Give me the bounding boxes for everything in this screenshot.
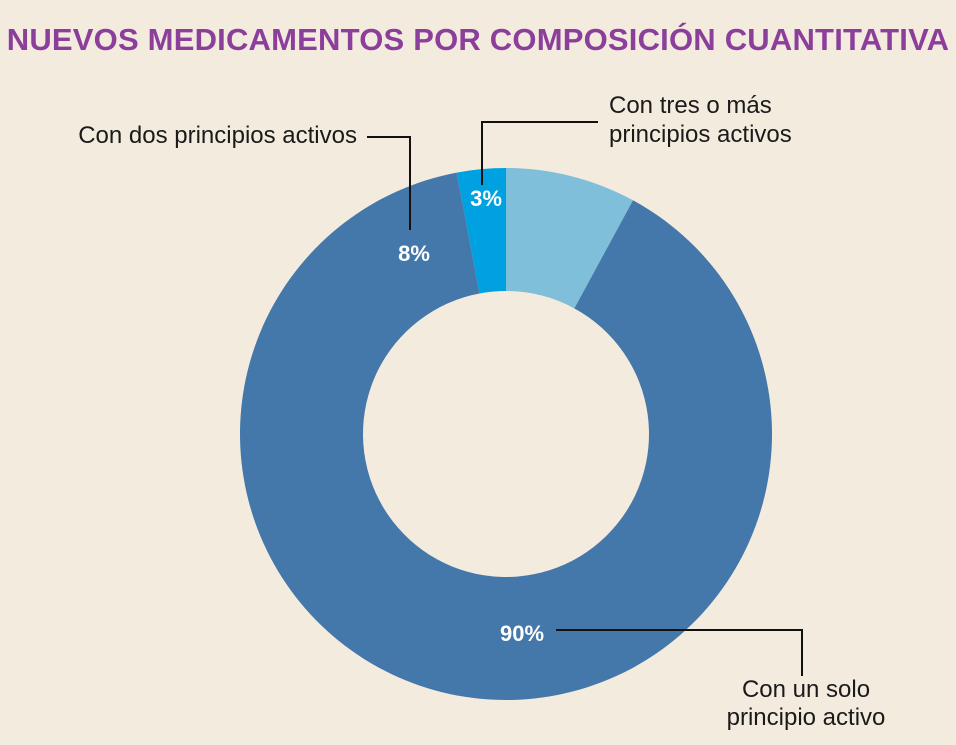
donut-slices (240, 168, 772, 700)
slice-0 (456, 168, 506, 294)
category-label-1: Con un solo principio activo (727, 676, 886, 731)
category-label-line: Con un solo (742, 676, 870, 703)
category-label-line: Con tres o más (609, 92, 772, 119)
leader-lines (367, 121, 803, 676)
pct-label-0: 3% (470, 186, 502, 211)
leader-line-0 (481, 121, 598, 185)
category-label-2: Con dos principios activos (78, 122, 357, 149)
pct-label-2: 8% (398, 241, 430, 266)
chart-title: NUEVOS MEDICAMENTOS POR COMPOSICIÓN CUAN… (7, 21, 950, 57)
category-label-line: principios activos (609, 121, 792, 148)
category-label-0: Con tres o más principios activos (609, 92, 792, 148)
category-label-line: Con dos principios activos (78, 122, 357, 149)
slice-2 (506, 168, 633, 309)
pct-label-1: 90% (500, 621, 544, 646)
slice-1 (240, 172, 772, 700)
percent-labels: 3% 90% 8% (398, 186, 544, 646)
category-label-line: principio activo (727, 704, 886, 731)
leader-line-1 (556, 629, 803, 676)
leader-line-2 (367, 136, 411, 230)
category-labels: Con tres o más principios activos Con un s… (78, 92, 885, 731)
